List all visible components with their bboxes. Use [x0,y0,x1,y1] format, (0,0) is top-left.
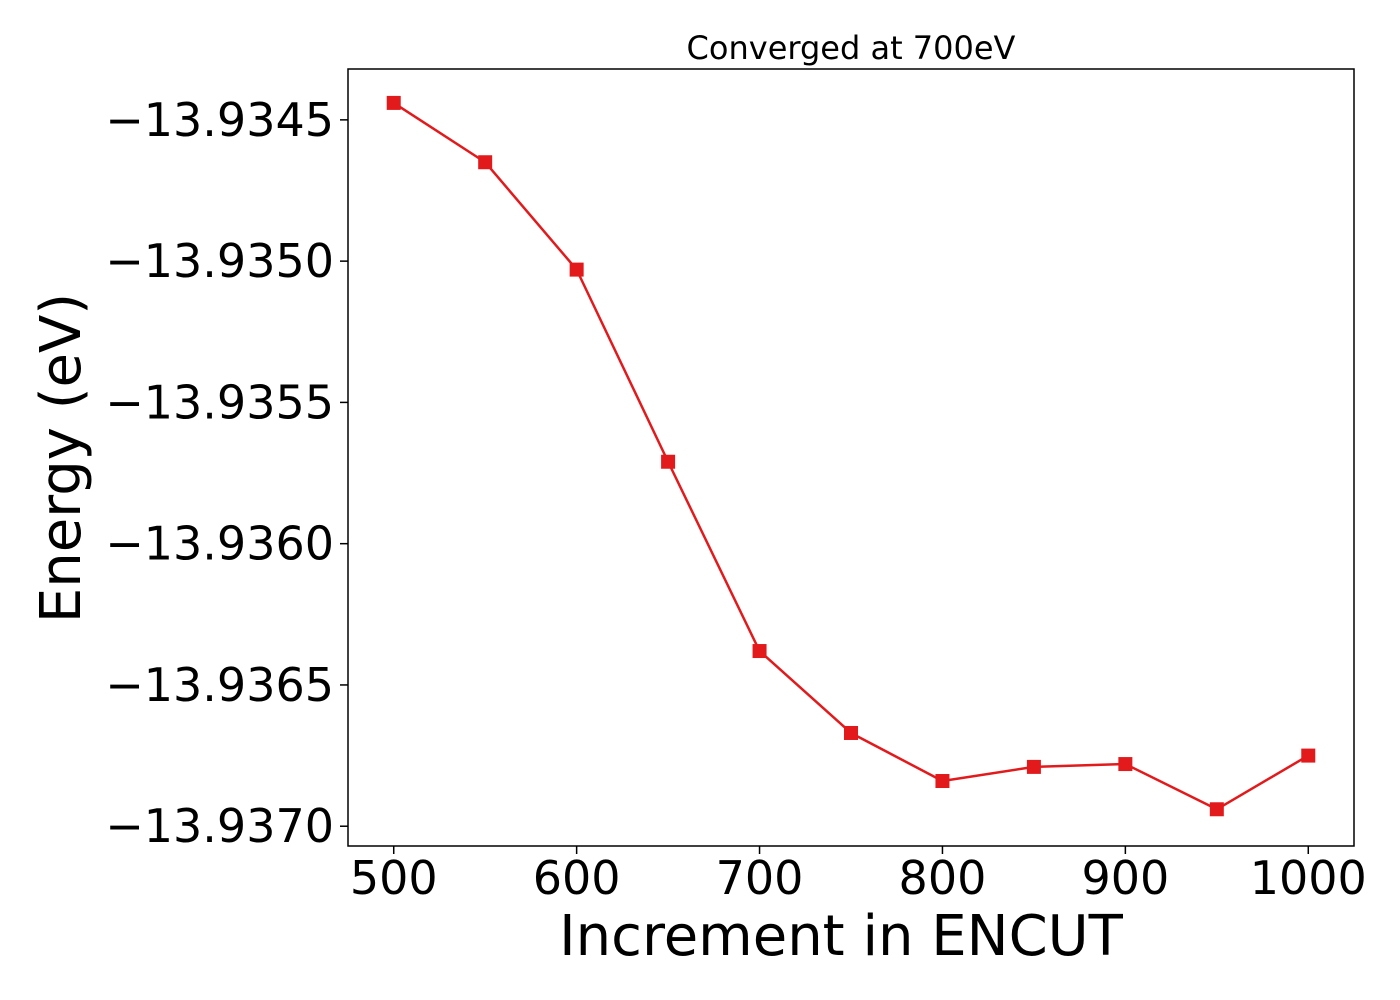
chart-title: Converged at 700eV [687,29,1016,67]
data-point-marker [1209,802,1224,817]
y-axis: −13.9345 −13.9350 −13.9355 −13.9360 −13.9365… [105,93,348,853]
y-axis-label: Energy (eV) [29,293,94,623]
plot-frame [347,68,1355,847]
x-tick-label: 500 [350,851,438,905]
data-point-marker [752,644,767,659]
x-axis: 500 600 700 800 900 1000 [350,846,1367,905]
x-tick-label: 900 [1081,851,1169,905]
y-tick-label: −13.9370 [105,799,334,853]
y-tick-label: −13.9355 [105,375,334,429]
data-point-marker [1301,748,1316,763]
data-point-marker [935,774,950,789]
plot-area [386,95,1316,817]
data-point-marker [661,454,676,469]
data-point-marker [478,155,493,170]
series-line [393,101,1309,811]
y-tick-label: −13.9360 [105,517,334,571]
data-point-marker [1118,757,1133,772]
data-point-marker [844,725,858,740]
y-tick-label: −13.9350 [105,234,334,288]
data-point-marker [569,262,584,277]
x-tick-label: 700 [716,851,804,905]
x-tick-label: 800 [899,851,987,905]
data-point-marker [386,95,401,110]
y-tick-label: −13.9345 [105,93,334,147]
x-axis-label: Increment in ENCUT [559,904,1124,969]
x-tick-label: 600 [533,851,621,905]
data-point-marker [1026,759,1041,774]
y-tick-label: −13.9365 [105,658,334,712]
x-tick-label: 1000 [1250,851,1367,905]
